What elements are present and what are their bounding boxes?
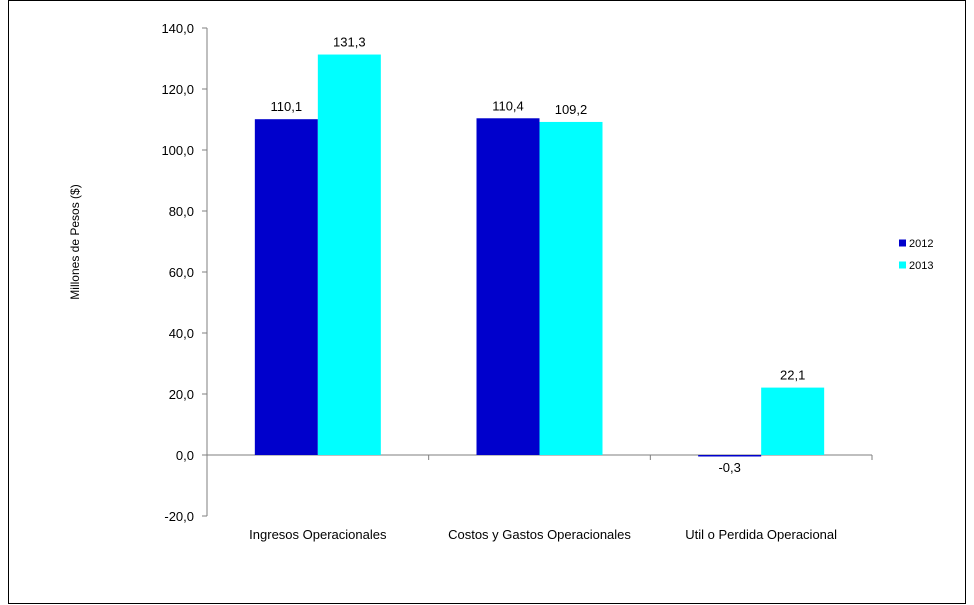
bar-2012 <box>476 118 540 455</box>
y-tick-label: 60,0 <box>169 265 194 280</box>
value-labels: 110,1 110,4 -0,3 131,3 109,2 22,1 <box>271 35 806 475</box>
data-label: 22,1 <box>780 368 805 383</box>
legend-swatch-2012 <box>899 239 906 247</box>
legend: 2012 2013 <box>899 238 933 272</box>
chart-frame <box>8 0 966 604</box>
y-tick-label: 40,0 <box>169 326 194 341</box>
y-tick-label: 20,0 <box>169 387 194 402</box>
x-tick-label: Util o Perdida Operacional <box>685 527 837 542</box>
x-tick-label: Ingresos Operacionales <box>249 527 387 542</box>
y-tick-label: 140,0 <box>161 21 194 36</box>
bar-2013 <box>761 387 825 455</box>
legend-swatch-2013 <box>899 261 906 269</box>
y-tick-label: 80,0 <box>169 204 194 219</box>
y-tick-label: 0,0 <box>176 448 194 463</box>
bar-2013 <box>539 121 603 455</box>
y-axis: -20,0 0,0 20,0 40,0 60,0 80,0 100,0 120,0 140,0 <box>161 21 208 524</box>
y-tick-label: 100,0 <box>161 143 194 158</box>
data-label: -0,3 <box>718 460 740 475</box>
y-tick-label: 120,0 <box>161 82 194 97</box>
data-label: 110,1 <box>271 99 303 114</box>
bar-2012 <box>254 119 318 455</box>
data-label: 131,3 <box>333 35 366 50</box>
data-label: 110,4 <box>492 98 524 113</box>
bar-2013 <box>317 54 381 455</box>
y-axis-title: Millones de Pesos ($) <box>68 184 82 299</box>
bar-2012 <box>698 455 762 457</box>
x-axis: Ingresos Operacionales Costos y Gastos Op… <box>206 454 873 542</box>
bars <box>254 54 825 457</box>
y-tick-label: -20,0 <box>164 509 194 524</box>
legend-label: 2012 <box>909 238 933 250</box>
legend-label: 2013 <box>909 260 933 272</box>
data-label: 109,2 <box>555 102 588 117</box>
x-tick-label: Costos y Gastos Operacionales <box>448 527 631 542</box>
